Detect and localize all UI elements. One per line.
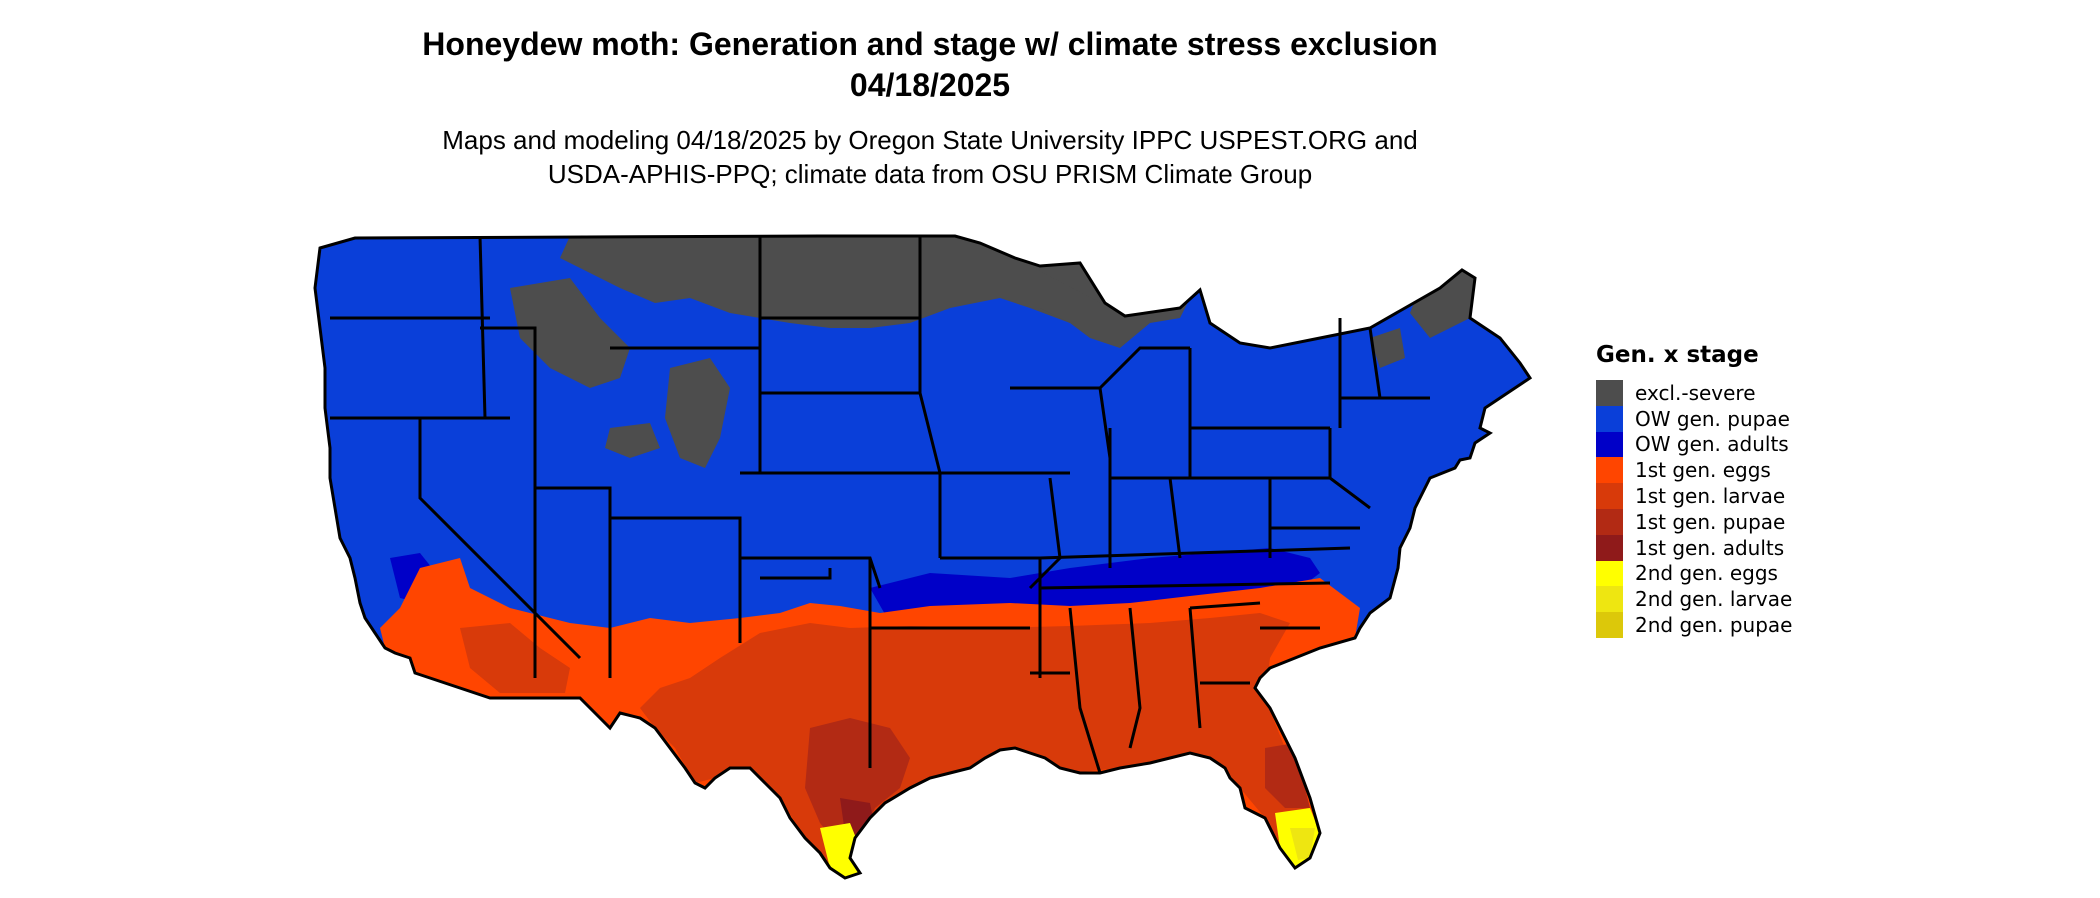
map-title: Honeydew moth: Generation and stage w/ c… xyxy=(0,24,1860,106)
legend-swatch xyxy=(1596,612,1623,638)
legend-label: OW gen. adults xyxy=(1635,432,1789,457)
legend-swatch xyxy=(1596,508,1623,535)
zone-excl-rockies-2 xyxy=(665,358,730,468)
legend-swatch xyxy=(1596,431,1623,458)
legend-item: 2nd gen. eggs xyxy=(1596,560,1792,587)
legend-swatch xyxy=(1596,405,1623,432)
title-line-1: Honeydew moth: Generation and stage w/ c… xyxy=(422,26,1438,62)
legend-swatch xyxy=(1596,483,1623,509)
zone-1st-pupae-fl xyxy=(1265,743,1310,808)
legend-item: excl.-severe xyxy=(1596,380,1792,406)
us-outline xyxy=(313,234,1533,880)
zone-1st-larvae xyxy=(640,613,1315,873)
legend-label: OW gen. pupae xyxy=(1635,406,1790,431)
legend-item: 1st gen. pupae xyxy=(1596,508,1792,535)
legend-swatch xyxy=(1596,560,1623,587)
legend-title: Gen. x stage xyxy=(1596,342,1759,368)
legend-label: 1st gen. larvae xyxy=(1635,484,1786,509)
legend-item: 1st gen. adults xyxy=(1596,534,1792,561)
zone-2nd-larvae-fl xyxy=(1290,828,1315,860)
legend-label: 2nd gen. pupae xyxy=(1635,613,1793,638)
legend-item: 2nd gen. pupae xyxy=(1596,612,1792,638)
legend-label: 1st gen. adults xyxy=(1635,535,1785,560)
subtitle-line-2: USDA-APHIS-PPQ; climate data from OSU PR… xyxy=(547,159,1313,189)
legend-swatch xyxy=(1596,586,1623,613)
map-subtitle: Maps and modeling 04/18/2025 by Oregon S… xyxy=(0,123,1860,191)
legend: Gen. x stage excl.-severe OW gen. pupae … xyxy=(1596,342,1792,638)
legend-swatch xyxy=(1596,457,1623,484)
zone-1st-pupae-tx xyxy=(805,718,910,848)
zone-1st-larvae-west xyxy=(460,623,570,693)
zone-excl-north-plains xyxy=(560,236,1120,328)
zone-excl-great-lakes xyxy=(1015,258,1190,348)
legend-item: 1st gen. larvae xyxy=(1596,483,1792,509)
legend-label: 2nd gen. eggs xyxy=(1635,561,1778,586)
zone-excl-uinta xyxy=(605,423,660,458)
legend-item: 2nd gen. larvae xyxy=(1596,586,1793,613)
legend-label: 2nd gen. larvae xyxy=(1635,587,1793,612)
legend-item: OW gen. pupae xyxy=(1596,405,1792,432)
legend-label: 1st gen. eggs xyxy=(1635,458,1771,483)
zone-excl-adirondack xyxy=(1370,328,1405,368)
title-line-2: 04/18/2025 xyxy=(849,67,1011,103)
zone-excl-rockies-1 xyxy=(510,278,630,388)
legend-swatch xyxy=(1596,534,1623,561)
subtitle-line-1: Maps and modeling 04/18/2025 by Oregon S… xyxy=(442,125,1418,155)
us-map xyxy=(313,234,1533,880)
zone-2nd-eggs-tx xyxy=(820,823,860,878)
legend-label: 1st gen. pupae xyxy=(1635,509,1786,534)
legend-swatch xyxy=(1596,380,1623,406)
legend-item: OW gen. adults xyxy=(1596,431,1792,458)
legend-item: 1st gen. eggs xyxy=(1596,457,1792,484)
state-borders xyxy=(330,235,1430,774)
legend-label: excl.-severe xyxy=(1635,380,1756,405)
